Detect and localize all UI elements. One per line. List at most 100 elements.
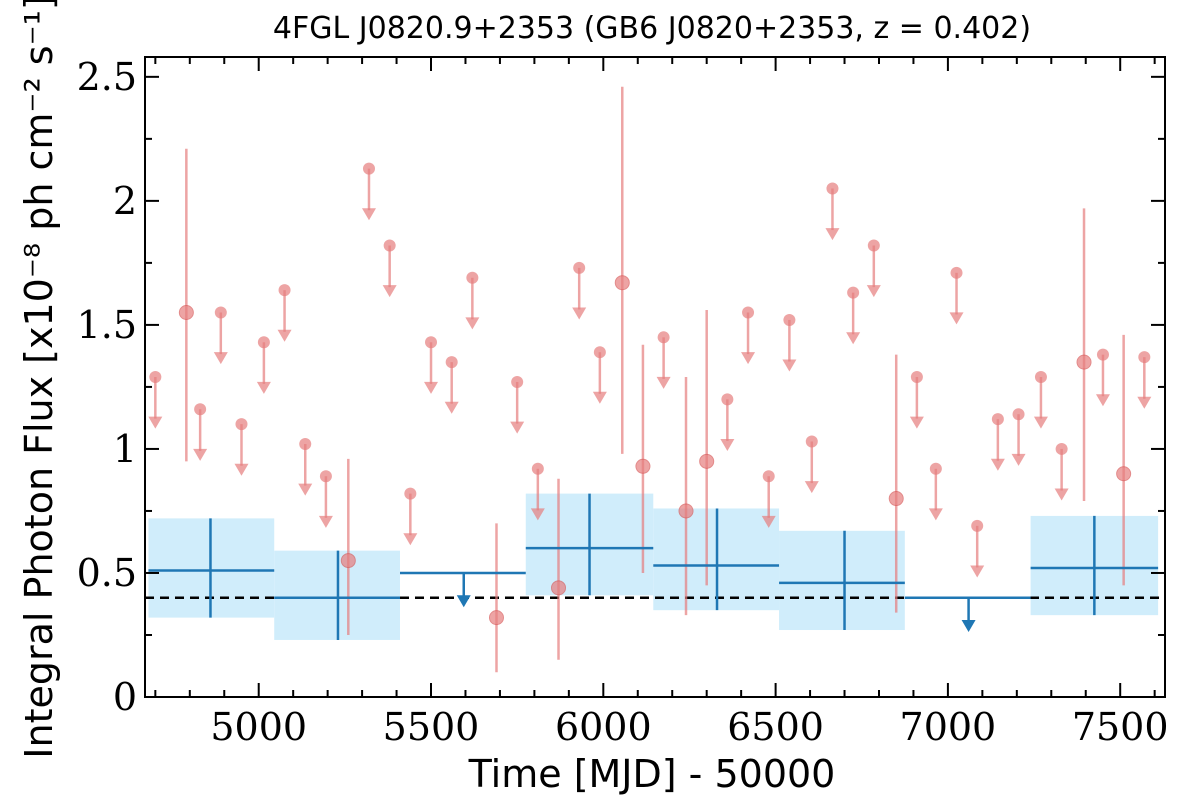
upper-limit-marker	[1012, 408, 1025, 421]
upper-limit-arrow-head	[213, 352, 228, 365]
upper-limit-marker	[257, 336, 270, 349]
upper-limit-marker	[445, 356, 458, 369]
upper-limit-arrow-head	[298, 483, 313, 496]
upper-limit-arrow-head	[1011, 453, 1026, 466]
upper-limit-marker	[867, 239, 880, 252]
detection-point	[614, 275, 630, 291]
x-tick-label: 5500	[383, 705, 480, 749]
upper-limit-marker	[929, 462, 942, 475]
upper-limit-arrow-head	[148, 416, 163, 429]
upper-limit-arrow-head	[720, 438, 735, 451]
y-tick-label: 0.5	[77, 551, 137, 595]
upper-limit-arrow-head	[530, 508, 545, 521]
detection-point	[699, 453, 715, 469]
upper-limit-marker	[910, 371, 923, 383]
upper-limit-arrow-head	[277, 329, 292, 342]
upper-limit-arrow-head	[572, 307, 587, 320]
detection-point	[340, 553, 356, 569]
plot-frame	[144, 56, 1166, 698]
upper-limit-arrow-head	[510, 421, 525, 434]
upper-limit-arrow-head	[1033, 416, 1048, 429]
upper-limit-marker	[194, 403, 207, 416]
upper-limit-marker	[1034, 371, 1047, 383]
upper-limit-marker	[235, 418, 248, 431]
detection-point	[1116, 466, 1132, 482]
upper-limit-marker	[531, 462, 544, 475]
upper-limit-arrow-head	[465, 317, 480, 330]
upper-limit-arrow-head	[256, 381, 271, 394]
y-tick-label: 1	[113, 427, 137, 471]
upper-limit-marker	[593, 346, 606, 359]
plot-area	[145, 86, 1165, 673]
upper-limit-arrow-head	[318, 515, 333, 528]
upper-limit-marker	[214, 306, 227, 319]
chart-title: 4FGL J0820.9+2353 (GB6 J0820+2353, z = 0…	[273, 11, 1031, 46]
upper-limit-arrow-head	[234, 463, 249, 476]
upper-limit-arrow-head	[970, 565, 985, 578]
upper-limit-arrow-head	[403, 533, 418, 546]
long-bin-band	[779, 530, 905, 631]
upper-limit-arrow-head	[1095, 394, 1110, 407]
x-tick-label: 7500	[1072, 705, 1169, 749]
upper-limit-marker	[319, 470, 332, 483]
upper-limit-arrow-head	[424, 381, 439, 394]
upper-limit-arrow-head	[592, 391, 607, 404]
upper-limit-marker	[466, 271, 479, 284]
upper-limit-arrow-head	[761, 515, 776, 528]
upper-limit-arrow-head	[928, 508, 943, 521]
upper-limit-arrow-head	[656, 376, 671, 389]
upper-limit-marker	[362, 162, 375, 175]
upper-limit-arrow-head	[909, 416, 924, 429]
x-tick-label: 7000	[900, 705, 997, 749]
detection-point	[1076, 354, 1092, 370]
y-tick-label: 2	[113, 179, 137, 223]
detection-point	[178, 305, 194, 321]
upper-limit-marker	[826, 182, 839, 195]
upper-limit-marker	[404, 487, 417, 500]
upper-limit-marker	[573, 261, 586, 274]
upper-limit-arrow-head	[846, 332, 861, 345]
upper-limit-marker	[971, 519, 984, 532]
upper-limit-arrow-head	[782, 359, 797, 372]
upper-limit-arrow-head	[382, 285, 397, 298]
y-tick-label: 0	[113, 675, 137, 719]
upper-limit-marker	[847, 286, 860, 299]
upper-limit-arrow-head	[361, 208, 376, 221]
detection-point	[488, 610, 504, 626]
upper-limit-marker	[762, 470, 775, 483]
upper-limit-marker	[805, 435, 818, 448]
upper-limit-marker	[950, 266, 963, 279]
x-tick-label: 5000	[210, 705, 307, 749]
upper-limit-marker	[511, 375, 524, 388]
upper-limit-marker	[383, 239, 396, 252]
y-tick-label: 2.5	[77, 55, 137, 99]
upper-limit-marker	[742, 306, 755, 319]
long-bin-ul-arrow-head	[961, 620, 976, 633]
upper-limit-marker	[783, 313, 796, 326]
upper-limit-arrow-head	[1137, 396, 1152, 409]
upper-limit-marker	[991, 413, 1004, 426]
upper-limit-arrow-head	[193, 448, 208, 461]
upper-limit-marker	[299, 437, 312, 450]
upper-limit-arrow-head	[866, 285, 881, 298]
upper-limit-marker	[149, 371, 162, 383]
upper-limit-marker	[425, 336, 438, 349]
upper-limit-marker	[1096, 348, 1109, 361]
long-bin-ul-arrow-head	[456, 595, 471, 608]
detection-point	[888, 491, 904, 507]
detection-point	[635, 458, 651, 474]
y-axis-label: Integral Photon Flux [x10⁻⁸ ph cm⁻² s⁻¹]	[17, 0, 61, 759]
upper-limit-marker	[1138, 351, 1151, 364]
y-tick-label: 1.5	[77, 303, 137, 347]
upper-limit-arrow-head	[949, 312, 964, 325]
axis-ticks: 5000 5500 6000 6500 7000 7500 0 0.5 1 1.5 2 2.5	[77, 55, 1169, 749]
upper-limit-marker	[1055, 442, 1068, 455]
upper-limit-arrow-head	[444, 401, 459, 414]
upper-limit-arrow-head	[825, 228, 840, 241]
detection-point	[551, 580, 567, 596]
upper-limit-arrow-head	[741, 352, 756, 365]
x-tick-label: 6500	[727, 705, 824, 749]
upper-limit-arrow-head	[804, 481, 819, 494]
upper-limit-marker	[278, 284, 291, 297]
